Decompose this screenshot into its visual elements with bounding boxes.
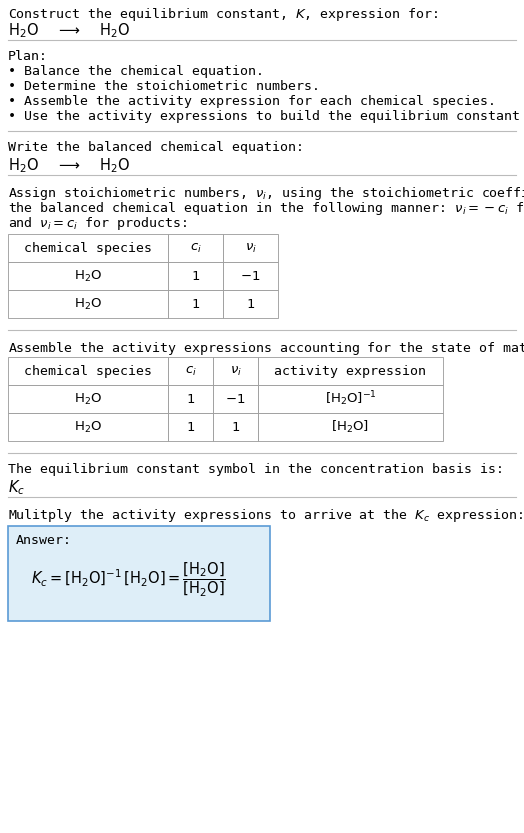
Bar	[8, 413, 168, 441]
Bar	[258, 385, 443, 413]
Text: $\nu_i$: $\nu_i$	[230, 365, 242, 377]
Text: Plan:: Plan:	[8, 50, 48, 63]
Text: the balanced chemical equation in the following manner: $\nu_i = -c_i$ for react: the balanced chemical equation in the fo…	[8, 200, 524, 217]
Bar	[213, 385, 258, 413]
Text: $[\mathrm{H_2O}]$: $[\mathrm{H_2O}]$	[332, 419, 369, 435]
Text: $K_c = [\mathrm{H_2O}]^{-1}\,[\mathrm{H_2O}] = \dfrac{[\mathrm{H_2O}]}{[\mathrm{: $K_c = [\mathrm{H_2O}]^{-1}\,[\mathrm{H_…	[31, 561, 226, 598]
Text: $\mathrm{H_2O}$: $\mathrm{H_2O}$	[74, 420, 102, 435]
Text: $\mathrm{H_2O}$: $\mathrm{H_2O}$	[74, 297, 102, 312]
Text: 1: 1	[191, 270, 200, 282]
Bar	[168, 262, 223, 290]
Text: $\mathrm{H_2O}$  $\longrightarrow$  $\mathrm{H_2O}$: $\mathrm{H_2O}$ $\longrightarrow$ $\math…	[8, 156, 130, 175]
Text: $\mathrm{H_2O}$: $\mathrm{H_2O}$	[74, 392, 102, 407]
Bar	[223, 262, 278, 290]
Text: $-1$: $-1$	[225, 392, 246, 406]
Text: $c_i$: $c_i$	[184, 365, 196, 377]
Text: $\mathrm{H_2O}$  $\longrightarrow$  $\mathrm{H_2O}$: $\mathrm{H_2O}$ $\longrightarrow$ $\math…	[8, 21, 130, 40]
Text: Answer:: Answer:	[16, 534, 72, 547]
Bar	[223, 290, 278, 318]
Bar	[8, 385, 168, 413]
Text: Assemble the activity expressions accounting for the state of matter and $\nu_i$: Assemble the activity expressions accoun…	[8, 340, 524, 357]
Bar	[8, 262, 168, 290]
Text: $-1$: $-1$	[241, 270, 260, 282]
Text: $c_i$: $c_i$	[190, 242, 201, 255]
Bar	[223, 234, 278, 262]
Text: chemical species: chemical species	[24, 242, 152, 255]
Bar	[258, 357, 443, 385]
Text: Assign stoichiometric numbers, $\nu_i$, using the stoichiometric coefficients, $: Assign stoichiometric numbers, $\nu_i$, …	[8, 185, 524, 202]
Bar	[213, 357, 258, 385]
Bar	[8, 234, 168, 262]
Text: $\nu_i$: $\nu_i$	[245, 242, 256, 255]
Text: 1: 1	[187, 421, 194, 433]
Text: • Assemble the activity expression for each chemical species.: • Assemble the activity expression for e…	[8, 95, 496, 108]
Text: 1: 1	[191, 297, 200, 311]
Text: $K_c$: $K_c$	[8, 478, 25, 496]
Text: chemical species: chemical species	[24, 365, 152, 377]
Text: • Determine the stoichiometric numbers.: • Determine the stoichiometric numbers.	[8, 80, 320, 93]
Bar	[168, 290, 223, 318]
Text: $[\mathrm{H_2O}]^{-1}$: $[\mathrm{H_2O}]^{-1}$	[324, 390, 377, 408]
Bar	[213, 413, 258, 441]
Bar	[168, 234, 223, 262]
Text: Mulitply the activity expressions to arrive at the $K_c$ expression:: Mulitply the activity expressions to arr…	[8, 507, 523, 524]
Bar	[168, 357, 213, 385]
Text: and $\nu_i = c_i$ for products:: and $\nu_i = c_i$ for products:	[8, 215, 187, 232]
Text: $\mathrm{H_2O}$: $\mathrm{H_2O}$	[74, 268, 102, 283]
Text: activity expression: activity expression	[275, 365, 427, 377]
Bar	[258, 413, 443, 441]
FancyBboxPatch shape	[8, 526, 270, 621]
Bar	[168, 413, 213, 441]
Bar	[168, 385, 213, 413]
Text: • Use the activity expressions to build the equilibrium constant expression.: • Use the activity expressions to build …	[8, 110, 524, 123]
Text: The equilibrium constant symbol in the concentration basis is:: The equilibrium constant symbol in the c…	[8, 463, 504, 476]
Text: Write the balanced chemical equation:: Write the balanced chemical equation:	[8, 141, 304, 154]
Bar	[8, 290, 168, 318]
Bar	[8, 357, 168, 385]
Text: 1: 1	[246, 297, 255, 311]
Text: 1: 1	[232, 421, 239, 433]
Text: 1: 1	[187, 392, 194, 406]
Text: Construct the equilibrium constant, $K$, expression for:: Construct the equilibrium constant, $K$,…	[8, 6, 438, 23]
Text: • Balance the chemical equation.: • Balance the chemical equation.	[8, 65, 264, 78]
